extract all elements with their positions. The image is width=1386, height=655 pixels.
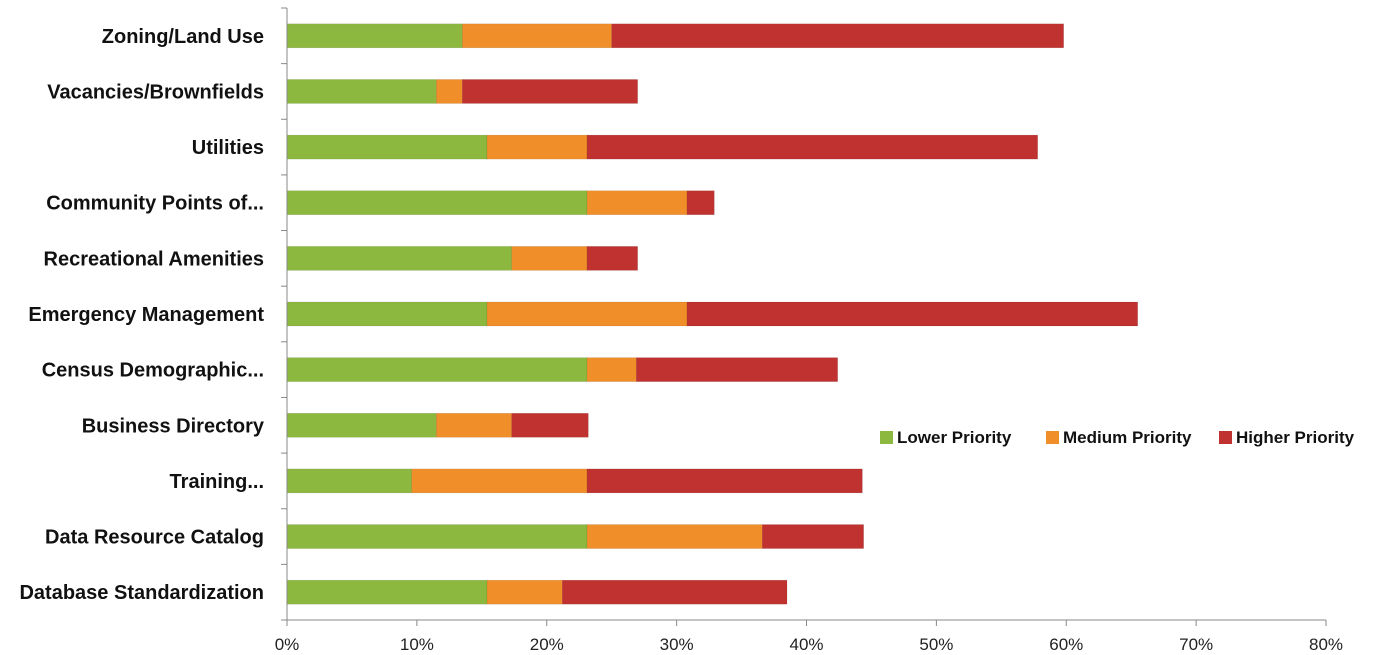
bar-segment-medium-priority <box>436 412 512 438</box>
bar-segment-higher-priority <box>636 357 838 382</box>
bar-segment-medium-priority <box>462 23 612 49</box>
x-tick-label: 40% <box>789 635 823 654</box>
legend-swatch <box>1046 431 1059 444</box>
x-tick-label: 0% <box>275 635 300 654</box>
category-label: Emergency Management <box>28 304 264 326</box>
bar-segment-medium-priority <box>486 301 688 327</box>
category-label: Business Directory <box>82 415 265 437</box>
category-labels: Zoning/Land Use Vacancies/Brownfields Util… <box>19 26 264 604</box>
category-label: Utilities <box>192 137 264 159</box>
bar-segment-lower-priority <box>286 524 588 549</box>
bar-segment-medium-priority <box>436 79 463 104</box>
bar-segment-higher-priority <box>586 134 1038 160</box>
bar-segment-higher-priority <box>762 524 864 549</box>
bar-segment-higher-priority <box>686 190 715 216</box>
category-label: Recreational Amenities <box>44 248 264 270</box>
legend-swatch <box>880 431 893 444</box>
bar-segment-lower-priority <box>286 301 488 327</box>
axes: 0% 10% 20% 30% 40% 50% 60% 70% 80% <box>275 7 1343 654</box>
category-label: Vacancies/Brownfields <box>47 81 264 103</box>
x-tick-label: 30% <box>660 635 694 654</box>
legend-swatch <box>1219 431 1232 444</box>
bar-segment-higher-priority <box>511 412 589 438</box>
bar-segment-medium-priority <box>411 468 588 494</box>
category-label: Training... <box>170 471 264 493</box>
bar-segment-higher-priority <box>686 301 1138 327</box>
category-label: Data Resource Catalog <box>45 527 264 549</box>
bar-segment-medium-priority <box>586 357 637 382</box>
bar-segment-higher-priority <box>586 246 638 271</box>
category-label: Zoning/Land Use <box>102 26 264 48</box>
bar-segment-lower-priority <box>286 357 588 382</box>
bar-segment-lower-priority <box>286 412 437 438</box>
legend: Lower Priority Medium Priority Higher Prio… <box>880 428 1355 447</box>
x-tick-label: 50% <box>919 635 953 654</box>
category-label: Community Points of... <box>46 193 264 215</box>
bars <box>286 23 1138 605</box>
bar-segment-medium-priority <box>486 579 563 605</box>
bar-segment-higher-priority <box>611 23 1064 49</box>
bar-segment-lower-priority <box>286 468 412 494</box>
category-label: Census Demographic... <box>42 360 264 382</box>
x-tick-label: 20% <box>530 635 564 654</box>
x-tick-label: 80% <box>1309 635 1343 654</box>
bar-segment-medium-priority <box>486 134 588 160</box>
bar-segment-higher-priority <box>462 79 638 104</box>
bar-segment-lower-priority <box>286 79 437 104</box>
bar-segment-higher-priority <box>562 579 788 605</box>
x-tick-label: 60% <box>1049 635 1083 654</box>
bar-segment-lower-priority <box>286 23 463 49</box>
x-tick-label: 10% <box>400 635 434 654</box>
bar-segment-lower-priority <box>286 190 588 216</box>
bar-segment-lower-priority <box>286 579 488 605</box>
legend-label: Medium Priority <box>1063 428 1192 447</box>
legend-label: Lower Priority <box>897 428 1012 447</box>
legend-label: Higher Priority <box>1236 428 1355 447</box>
bar-segment-medium-priority <box>511 246 588 271</box>
bar-segment-higher-priority <box>586 468 863 494</box>
bar-segment-medium-priority <box>586 524 763 549</box>
x-tick-label: 70% <box>1179 635 1213 654</box>
category-label: Database Standardization <box>19 582 264 604</box>
bar-segment-lower-priority <box>286 134 488 160</box>
bar-segment-lower-priority <box>286 246 512 271</box>
bar-segment-medium-priority <box>586 190 688 216</box>
